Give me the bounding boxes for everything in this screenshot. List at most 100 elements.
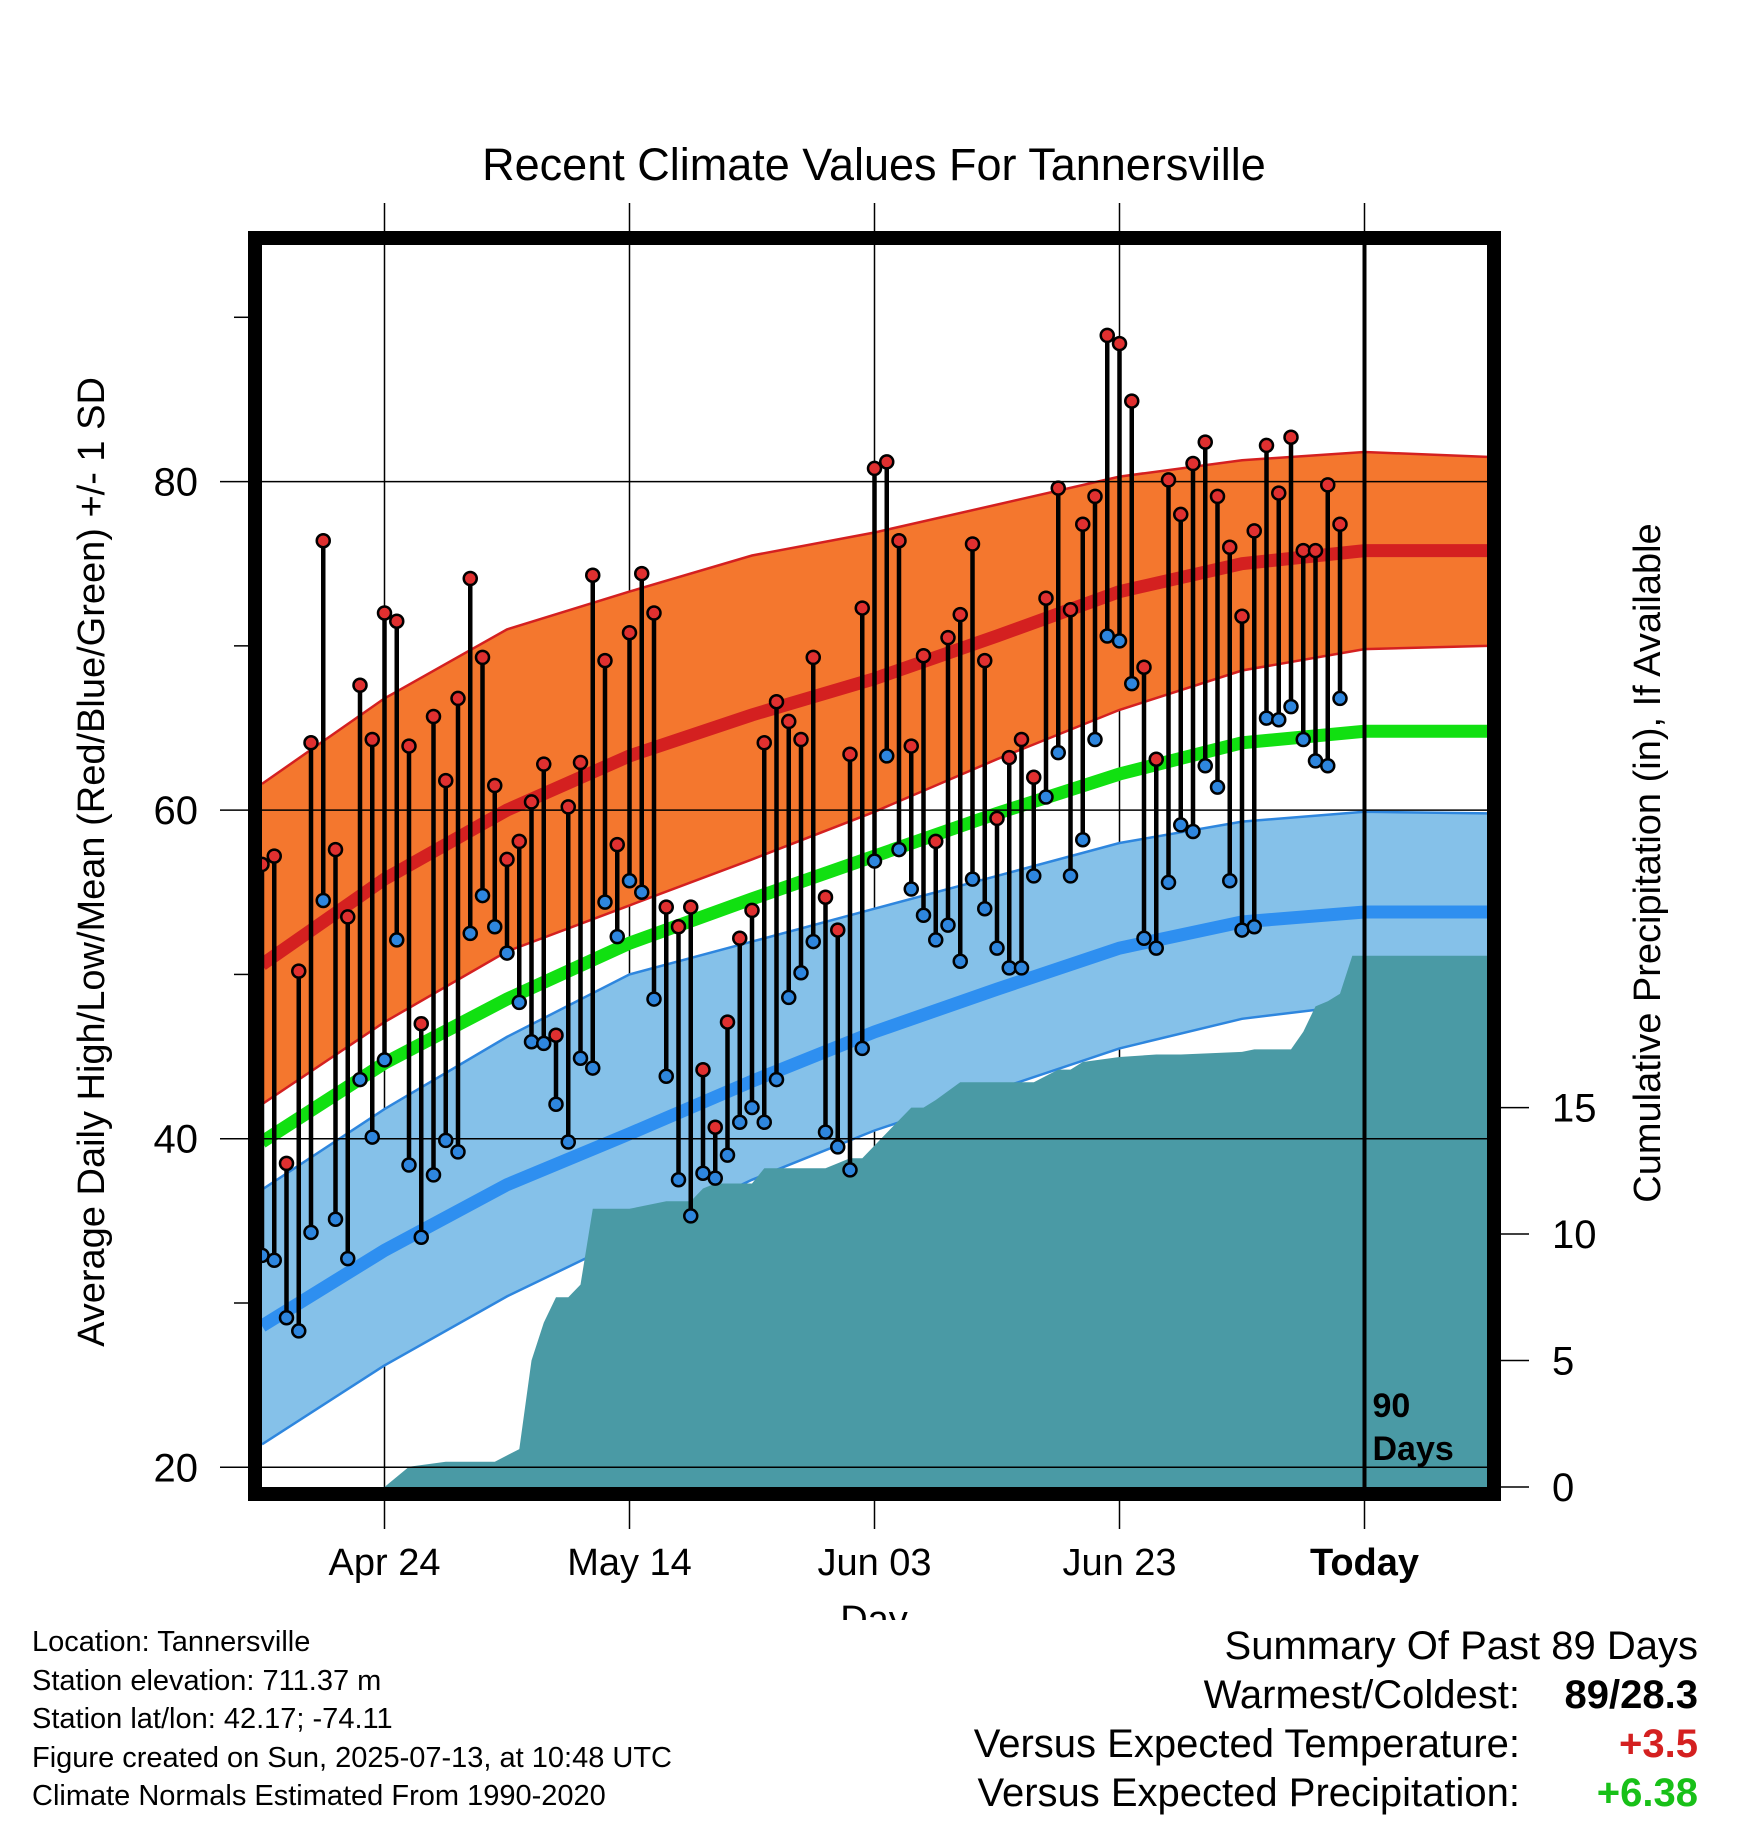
x-axis-label: Day: [840, 1599, 908, 1620]
y2-tick-label: 10: [1552, 1213, 1597, 1257]
daily-low-point: [499, 945, 515, 961]
daily-high-point: [474, 649, 491, 666]
warmest-label: Warmest/Coldest:: [1203, 1673, 1520, 1717]
daily-low-point: [1038, 789, 1054, 805]
daily-high-point: [462, 570, 478, 587]
plot-area: 90 Days: [262, 245, 1487, 1487]
daily-low-point: [1185, 823, 1201, 840]
daily-high-point: [879, 454, 895, 470]
daily-low-point: [1087, 731, 1103, 748]
daily-high-point: [1062, 601, 1079, 618]
daily-high-point: [781, 713, 797, 730]
daily-low-point: [1246, 919, 1262, 935]
created-text: Figure created on Sun, 2025-07-13, at 10…: [32, 1741, 672, 1774]
daily-high-point: [548, 1027, 564, 1043]
daily-high-point: [977, 652, 993, 669]
daily-low-point: [327, 1211, 344, 1227]
daily-low-point: [376, 1052, 393, 1068]
daily-low-point: [891, 841, 907, 858]
x-tick-label: May 14: [567, 1542, 692, 1584]
daily-low-point: [560, 1134, 576, 1150]
daily-low-point: [1222, 873, 1238, 889]
daily-low-point: [658, 1068, 674, 1085]
daily-low-point: [952, 953, 968, 970]
daily-low-point: [781, 989, 797, 1006]
daily-high-point: [262, 856, 270, 873]
y-tick-label: 20: [154, 1446, 199, 1490]
daily-low-point: [487, 919, 503, 935]
daily-low-point: [768, 1071, 785, 1088]
daily-high-point: [303, 735, 319, 751]
daily-high-point: [278, 1155, 295, 1172]
daily-high-point: [401, 738, 417, 754]
daily-high-point: [536, 756, 552, 772]
daily-high-point: [915, 647, 932, 664]
daily-low-point: [315, 892, 331, 909]
daily-low-point: [1148, 940, 1164, 956]
daily-high-point: [768, 693, 785, 710]
daily-high-point: [744, 902, 760, 919]
daily-high-point: [364, 731, 380, 748]
daily-high-point: [719, 1014, 736, 1030]
daily-low-point: [1136, 930, 1152, 947]
daily-high-point: [438, 772, 454, 789]
summary-warmest-row: Warmest/Coldest: 89/28.3: [974, 1671, 1698, 1720]
precip-label: Versus Expected Precipitation:: [977, 1771, 1520, 1815]
normal-low-line: [262, 905, 1487, 1332]
today-days-label: Days: [1373, 1430, 1454, 1468]
daily-high-point: [1246, 523, 1262, 539]
daily-low-point: [1295, 731, 1311, 748]
daily-low-point: [928, 932, 944, 948]
daily-low-point: [1283, 698, 1299, 715]
daily-low-point: [572, 1050, 589, 1066]
daily-low-point: [585, 1060, 601, 1076]
daily-high-point: [291, 963, 307, 979]
daily-low-point: [1271, 712, 1287, 728]
daily-high-point: [1124, 393, 1140, 409]
daily-high-point: [1148, 751, 1164, 767]
daily-low-point: [732, 1114, 748, 1131]
daily-high-point: [1209, 488, 1226, 505]
daily-low-point: [634, 884, 650, 901]
daily-high-point: [315, 532, 331, 549]
daily-low-point: [903, 881, 919, 897]
daily-high-point: [352, 677, 368, 694]
daily-low-point: [389, 932, 405, 948]
y2-tick-label: 5: [1552, 1340, 1574, 1384]
daily-low-point: [670, 1172, 687, 1188]
daily-low-point: [438, 1132, 454, 1149]
daily-low-point: [401, 1157, 417, 1173]
location-text: Location: Tannersville: [32, 1626, 311, 1658]
precip-value: +6.38: [1596, 1771, 1698, 1815]
daily-high-point: [1001, 749, 1017, 766]
daily-low-point: [1013, 960, 1030, 976]
daily-high-point: [1038, 590, 1054, 606]
daily-high-point: [1173, 506, 1189, 523]
daily-low-point: [1124, 675, 1140, 692]
daily-high-point: [1026, 769, 1042, 786]
daily-high-point: [707, 1119, 723, 1135]
y2-axis-label: Cumulative Precipitation (in), If Availa…: [1627, 523, 1669, 1202]
daily-low-point: [719, 1147, 736, 1163]
y2-tick-label: 15: [1552, 1087, 1597, 1131]
y-tick-label: 80: [154, 461, 199, 505]
daily-high-point: [1271, 485, 1287, 501]
daily-low-point: [536, 1035, 552, 1052]
daily-low-point: [462, 925, 478, 942]
daily-high-point: [1013, 731, 1030, 748]
daily-low-point: [842, 1162, 858, 1178]
daily-high-point: [621, 624, 638, 641]
daily-low-point: [744, 1099, 760, 1116]
elevation-text: Station elevation: 711.37 m: [32, 1664, 382, 1697]
daily-high-point: [560, 799, 576, 815]
daily-high-point: [389, 613, 405, 629]
daily-high-point: [670, 919, 687, 935]
daily-high-point: [1258, 437, 1275, 454]
daily-high-point: [928, 833, 944, 850]
daily-high-point: [866, 460, 883, 477]
daily-low-point: [854, 1040, 870, 1057]
daily-high-point: [989, 810, 1005, 827]
daily-low-point: [977, 900, 993, 917]
daily-low-point: [340, 1250, 356, 1267]
daily-high-point: [695, 1061, 711, 1078]
